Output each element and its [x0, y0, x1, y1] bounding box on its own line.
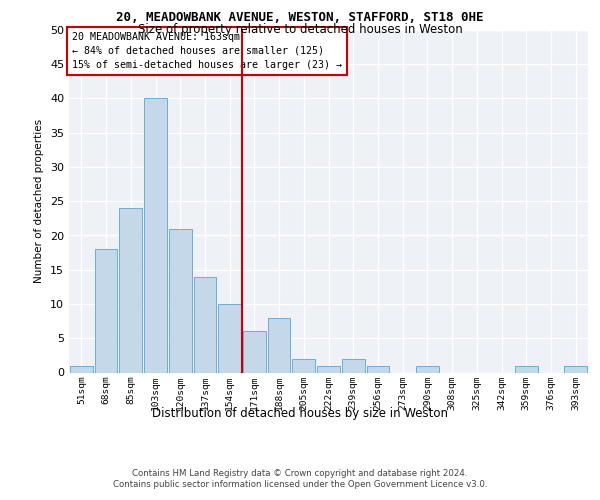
Text: 20 MEADOWBANK AVENUE: 163sqm
← 84% of detached houses are smaller (125)
15% of s: 20 MEADOWBANK AVENUE: 163sqm ← 84% of de…: [71, 32, 341, 70]
Bar: [367, 366, 389, 372]
Text: Contains HM Land Registry data © Crown copyright and database right 2024.: Contains HM Land Registry data © Crown c…: [132, 469, 468, 478]
Bar: [70, 366, 93, 372]
Bar: [95, 249, 118, 372]
Text: Size of property relative to detached houses in Weston: Size of property relative to detached ho…: [137, 22, 463, 36]
Bar: [144, 98, 167, 372]
Bar: [515, 366, 538, 372]
Bar: [119, 208, 142, 372]
Bar: [218, 304, 241, 372]
Bar: [317, 366, 340, 372]
Text: Contains public sector information licensed under the Open Government Licence v3: Contains public sector information licen…: [113, 480, 487, 489]
Bar: [169, 228, 191, 372]
Bar: [194, 276, 216, 372]
Bar: [243, 332, 266, 372]
Bar: [416, 366, 439, 372]
Text: 20, MEADOWBANK AVENUE, WESTON, STAFFORD, ST18 0HE: 20, MEADOWBANK AVENUE, WESTON, STAFFORD,…: [116, 11, 484, 24]
Bar: [342, 359, 365, 372]
Bar: [292, 359, 315, 372]
Text: Distribution of detached houses by size in Weston: Distribution of detached houses by size …: [152, 408, 448, 420]
Y-axis label: Number of detached properties: Number of detached properties: [34, 119, 44, 284]
Bar: [564, 366, 587, 372]
Bar: [268, 318, 290, 372]
